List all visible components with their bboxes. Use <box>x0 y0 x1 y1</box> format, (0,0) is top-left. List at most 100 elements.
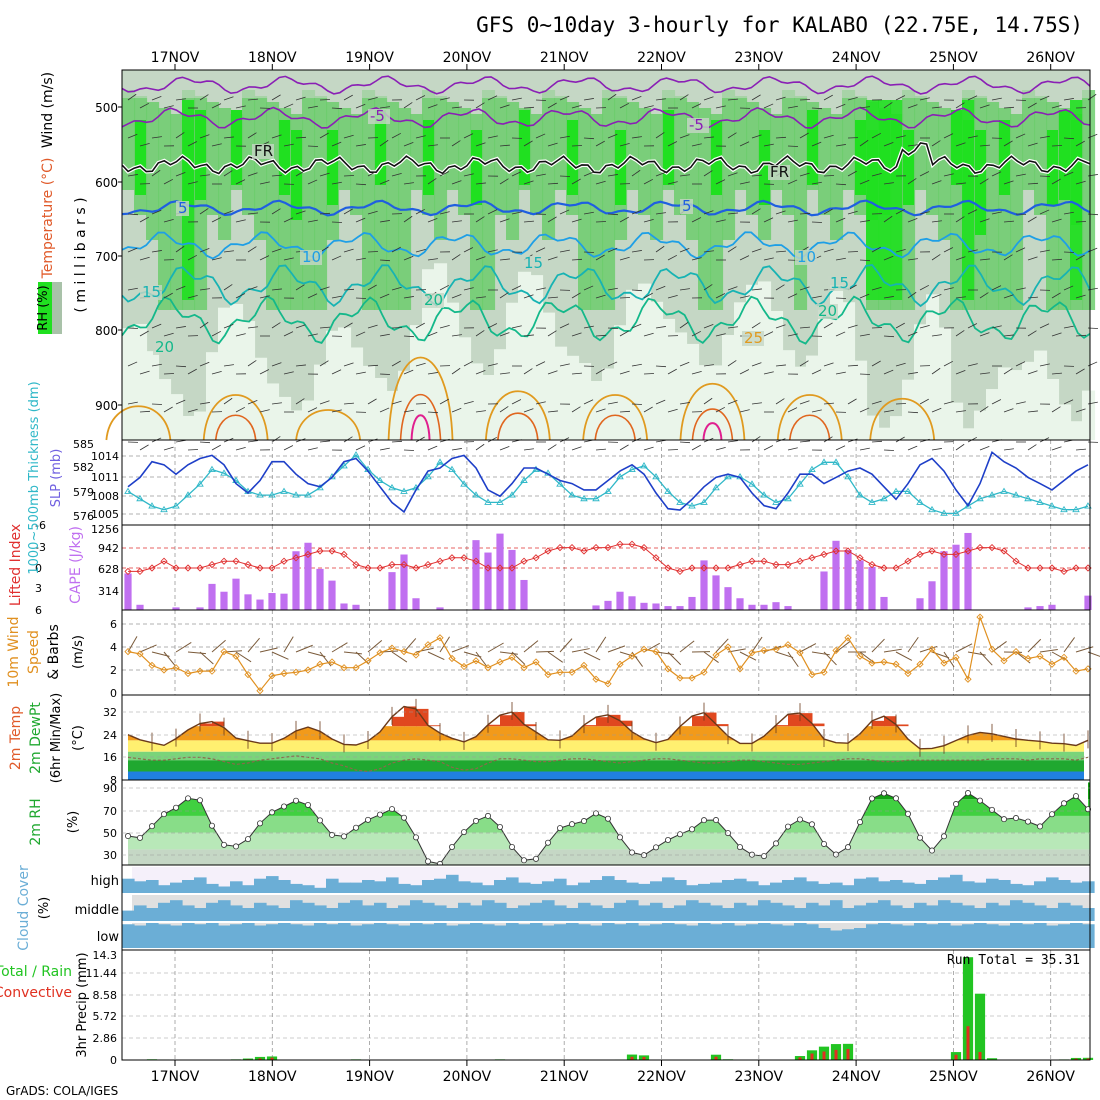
contour-label: 20 <box>818 302 837 320</box>
upper-wind-barb <box>175 245 185 253</box>
wind10-barb <box>451 645 469 653</box>
upper-wind-barb <box>1051 372 1062 375</box>
cape-bar <box>880 596 888 610</box>
upper-wind-barb <box>1051 332 1062 337</box>
cloud-bar <box>1010 900 1023 921</box>
lifted-index-point <box>568 543 576 552</box>
rh-moist-cell <box>1082 90 1096 310</box>
upper-wind-barb <box>547 256 558 261</box>
upper-wind-barb <box>1063 399 1074 405</box>
upper-wind-barb <box>523 408 534 413</box>
upper-wind-barb <box>175 285 186 291</box>
rh-wet-cell <box>567 120 579 195</box>
upper-wind-barb <box>547 216 557 223</box>
thickness-point <box>604 487 612 494</box>
wind10-tick: 0 <box>110 687 117 700</box>
upper-wind-barb <box>619 102 630 109</box>
rh-legend-chip <box>38 282 52 334</box>
upper-wind-barb <box>823 362 834 367</box>
upper-wind-barb <box>319 286 330 291</box>
lifted-index-tick: -6 <box>35 519 46 532</box>
wind10-speed-point <box>208 667 216 675</box>
upper-wind-barb <box>1003 368 1013 375</box>
upper-wind-barb <box>475 296 486 299</box>
upper-wind-barb <box>427 445 438 451</box>
upper-wind-barb <box>463 133 474 139</box>
upper-wind-barb <box>1063 285 1074 291</box>
wind10-speed-point <box>640 645 648 653</box>
cloud-bar <box>134 925 147 948</box>
upper-wind-barb <box>871 246 881 253</box>
wind10-barb <box>283 636 294 653</box>
rh-dry-cell <box>854 360 868 440</box>
wind10-barb <box>235 651 252 663</box>
upper-wind-barb <box>127 327 139 329</box>
upper-wind-barb <box>847 364 859 367</box>
contour-label-bg <box>422 293 444 308</box>
upper-wind-barb <box>883 449 895 451</box>
thickness-point <box>808 465 816 472</box>
upper-wind-barb <box>595 368 605 375</box>
upper-wind-barb <box>211 330 222 337</box>
cape-bar <box>820 571 828 610</box>
contour-label-bg <box>300 250 322 265</box>
rh2m-point <box>400 814 407 821</box>
temp-hot-fill <box>716 724 729 727</box>
cape-bar <box>760 604 768 610</box>
cloud-bar <box>182 905 195 921</box>
rh-wet-cell <box>807 110 819 185</box>
wind10-speed-point <box>820 668 828 676</box>
upper-wind-barb <box>1039 363 1050 367</box>
upper-wind-barb <box>727 246 737 253</box>
upper-wind-barb <box>271 402 282 405</box>
lifted-index-point <box>232 557 240 565</box>
upper-wind-barb <box>919 398 929 405</box>
cloud-bar <box>338 923 351 948</box>
cloud-bar <box>998 905 1011 921</box>
lifted-index-point <box>376 564 384 572</box>
cloud-bar <box>314 887 327 893</box>
rh-dry-cell <box>794 366 808 440</box>
upper-wind-barb <box>607 133 618 139</box>
isotherm-30-dome <box>594 414 636 441</box>
upper-wind-barb <box>451 180 462 185</box>
cloud-bar <box>362 880 375 893</box>
upper-wind-barb <box>775 136 787 139</box>
lifted-index-point <box>184 564 192 572</box>
temp-hot-fill <box>896 724 909 727</box>
isotherm-30-dome <box>788 414 831 441</box>
day-label-top: 17NOV <box>151 50 200 66</box>
upper-wind-barb <box>1075 254 1085 261</box>
wind10-speed-point <box>124 647 132 656</box>
isotherm-30-dome <box>691 408 734 441</box>
upper-wind-barb <box>451 407 462 413</box>
lifted-index-point <box>292 554 300 562</box>
cloud-bar <box>1070 923 1083 948</box>
thickness-point <box>148 502 156 509</box>
upper-wind-barb <box>703 397 713 405</box>
precip-conv-bar <box>1074 1058 1078 1060</box>
day-label-bottom: 25NOV <box>929 1069 978 1085</box>
upper-wind-barb <box>475 216 485 223</box>
upper-wind-barb <box>127 287 138 291</box>
upper-wind-barb <box>691 257 702 261</box>
upper-wind-barb <box>367 210 378 215</box>
upper-wind-barb <box>319 212 331 215</box>
cloud-bar <box>326 924 339 948</box>
upper-wind-barb <box>571 178 581 185</box>
cape-bar <box>616 591 624 610</box>
cloud-bar <box>494 902 507 921</box>
lifted-index-point <box>1024 564 1032 572</box>
cape-bar <box>1048 604 1056 610</box>
wind10-barb <box>1027 638 1042 653</box>
lifted-index-point <box>784 560 792 569</box>
upper-wind-barb <box>1027 142 1038 147</box>
rh2m-point <box>484 812 491 819</box>
pressure-tick: 500 <box>95 101 118 115</box>
cloud-bar <box>818 905 831 921</box>
precip-tick: 14.3 <box>93 949 118 962</box>
upper-wind-barb <box>835 445 846 451</box>
upper-wind-barb <box>763 371 774 375</box>
wind10-speed-point <box>424 641 432 649</box>
